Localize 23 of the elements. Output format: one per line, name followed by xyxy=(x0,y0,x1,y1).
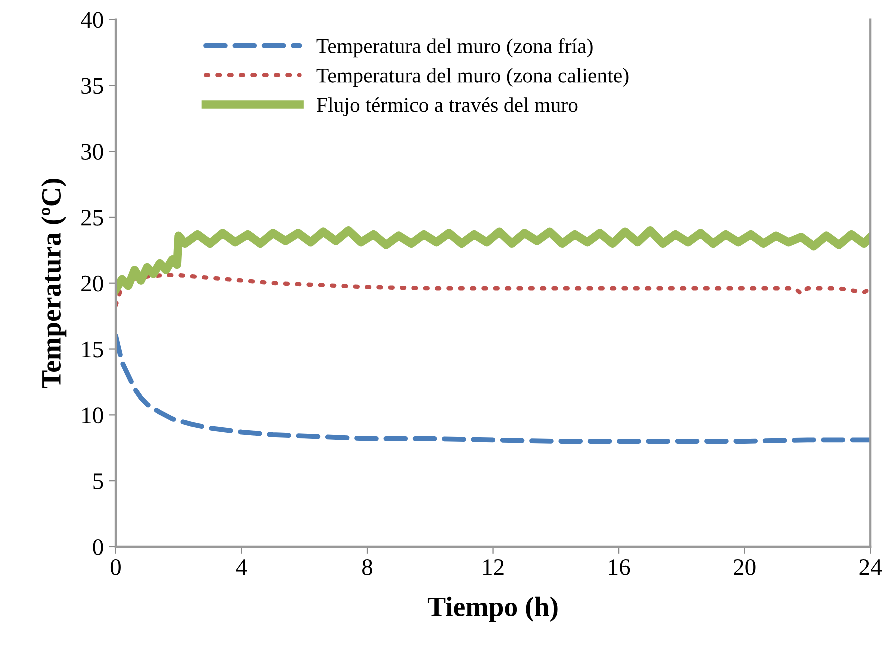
x-tick-label: 12 xyxy=(484,560,504,576)
x-tick-label: 20 xyxy=(734,559,756,576)
x-tick-label: 24 xyxy=(860,560,882,576)
line-series xyxy=(116,334,871,444)
y-tick-label: 0 xyxy=(93,539,104,556)
y-tick-label: 10 xyxy=(82,408,104,424)
x-tick-label: 0 xyxy=(110,559,121,576)
x-tick-label: 4 xyxy=(236,560,248,576)
y-tick-label: 5 xyxy=(94,474,104,490)
legend-label: Temperatura del muro (zona fría) xyxy=(316,38,593,58)
y-tick-label: 20 xyxy=(82,276,104,292)
x-tick-label: 8 xyxy=(362,559,373,576)
y-tick-label: 35 xyxy=(82,78,104,94)
y-tick-label: 30 xyxy=(82,144,104,160)
legend-label: Temperatura del muro (zona caliente) xyxy=(316,68,629,88)
x-axis-title: Tiempo (h) xyxy=(428,596,558,622)
y-tick-label: 40 xyxy=(81,12,104,28)
y-tick-label: 25 xyxy=(82,210,104,226)
legend-label: Flujo térmico a través del muro xyxy=(317,98,578,116)
y-tick-label: 15 xyxy=(82,342,104,358)
x-tick-label: 16 xyxy=(609,560,630,576)
line-series xyxy=(116,273,871,308)
y-axis-title: Temperatura (ºC) xyxy=(41,179,67,388)
